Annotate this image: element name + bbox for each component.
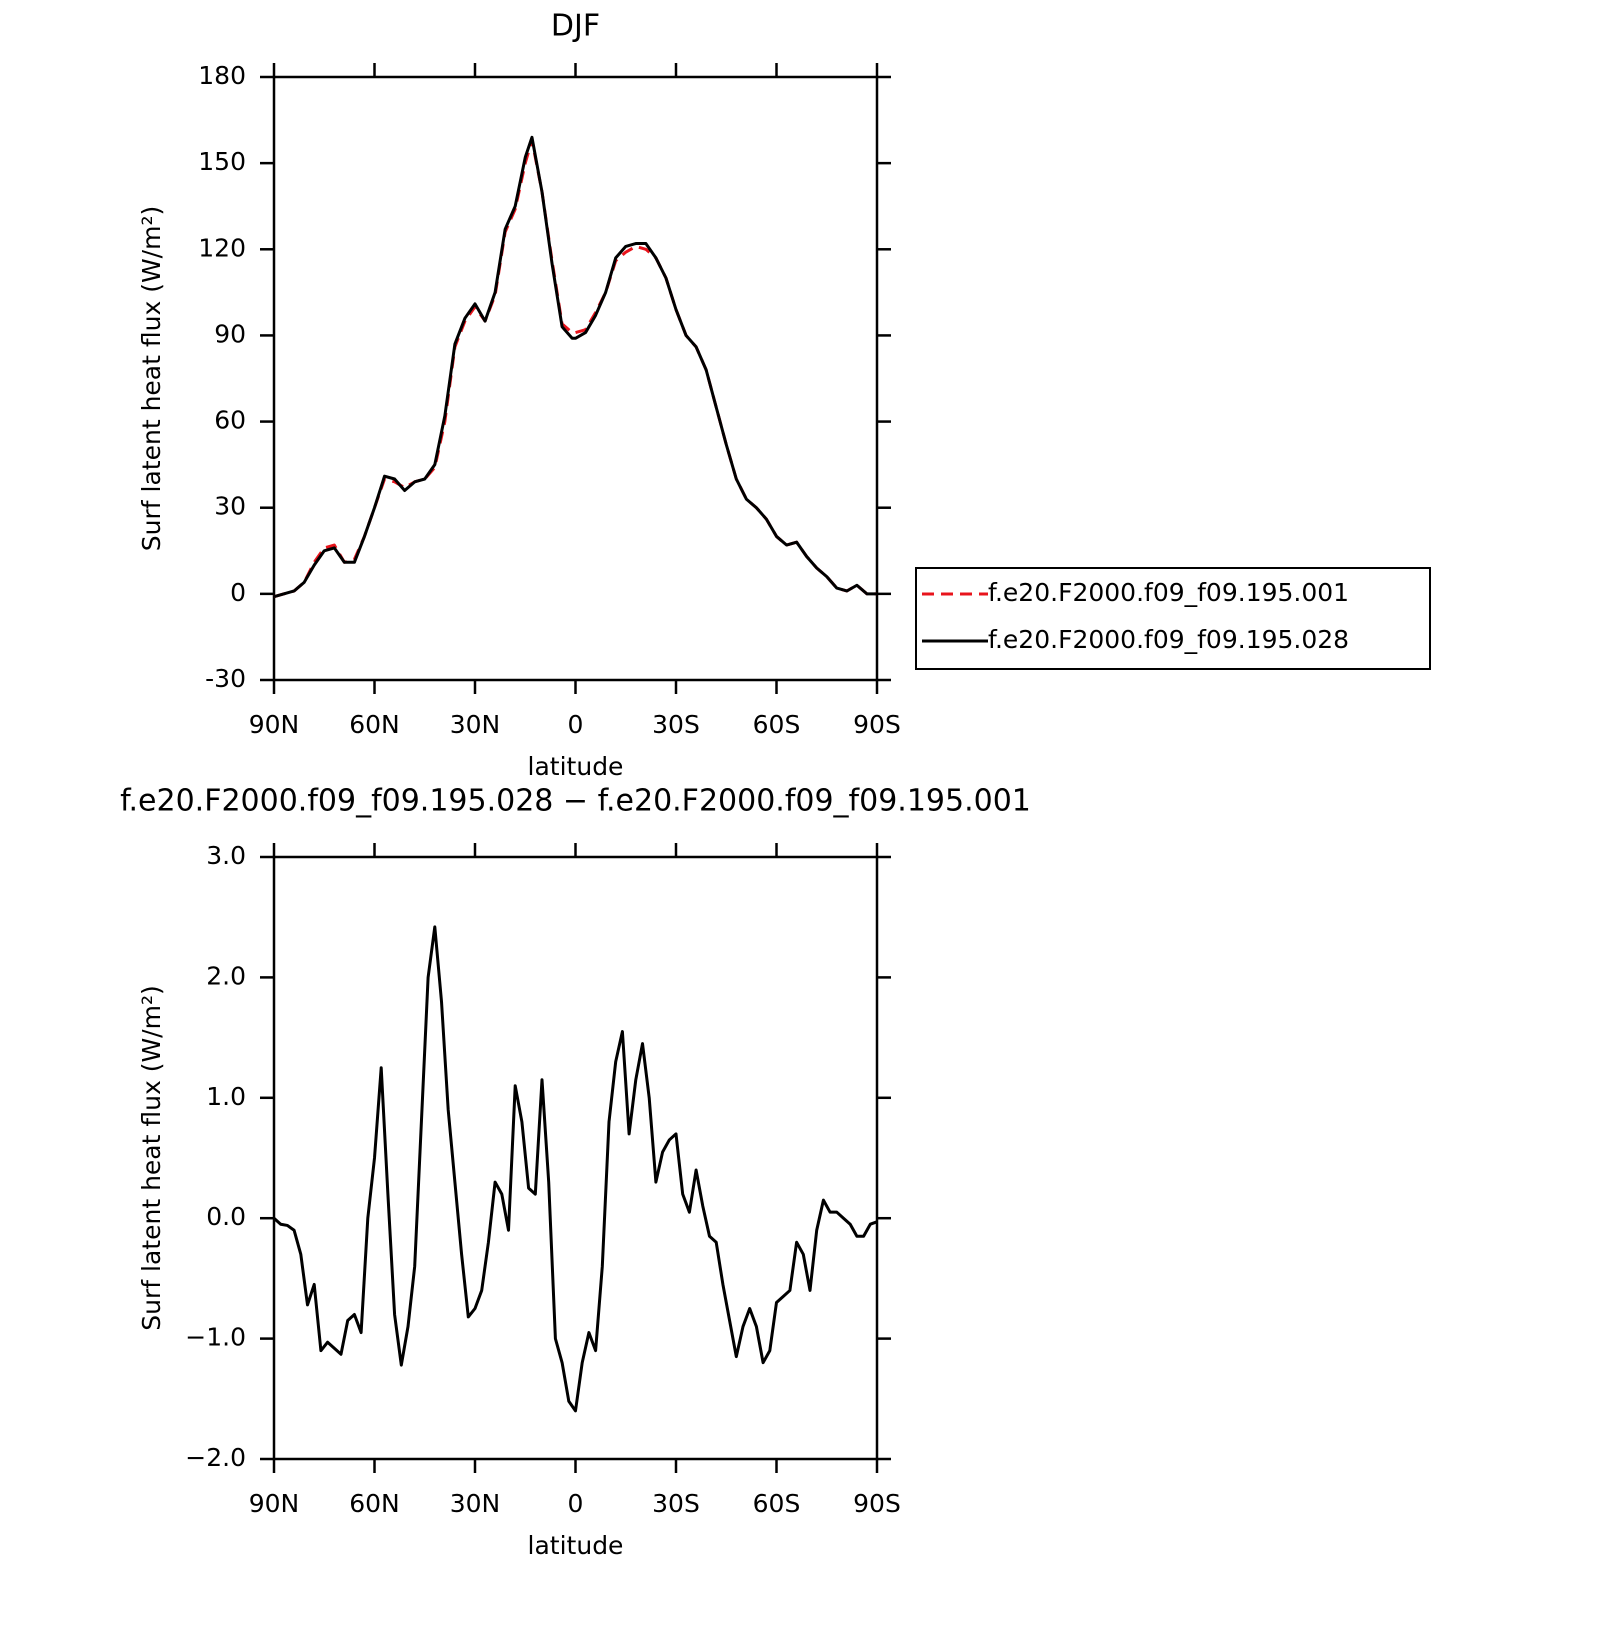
- y-tick-label: 0.0: [206, 1202, 246, 1231]
- y-tick-label: 1.0: [206, 1082, 246, 1111]
- x-tick-label: 60N: [349, 1489, 400, 1518]
- y-tick-label: 150: [198, 147, 246, 176]
- data-line: [272, 925, 878, 1413]
- legend-box: [915, 567, 1431, 670]
- x-tick-label: 90S: [853, 710, 901, 739]
- y-tick-label: 180: [198, 61, 246, 90]
- y-tick-label: -30: [205, 664, 246, 693]
- plot-frame: [272, 75, 879, 682]
- x-tick-label: 90N: [249, 1489, 300, 1518]
- y-tick-label: 120: [198, 233, 246, 262]
- x-axis-label: latitude: [528, 752, 624, 781]
- y-tick-label: 2.0: [206, 961, 246, 990]
- chart-title: f.e20.F2000.f09_f09.195.028 − f.e20.F200…: [120, 784, 1031, 819]
- series-line: [273, 138, 877, 599]
- x-tick-label: 90S: [853, 1489, 901, 1518]
- y-tick-label: 0: [230, 578, 246, 607]
- chart-title: DJF: [551, 9, 600, 44]
- x-tick-label: 30N: [450, 710, 501, 739]
- legend-label: f.e20.F2000.f09_f09.195.028: [988, 625, 1349, 654]
- x-tick-label: 60S: [753, 1489, 801, 1518]
- x-tick-label: 0: [568, 1489, 584, 1518]
- x-tick-label: 60S: [753, 710, 801, 739]
- x-tick-label: 30S: [652, 710, 700, 739]
- x-tick-label: 0: [568, 710, 584, 739]
- x-tick-label: 30S: [652, 1489, 700, 1518]
- x-tick-label: 30N: [450, 1489, 501, 1518]
- x-tick-label: 60N: [349, 710, 400, 739]
- y-tick-label: 30: [214, 492, 246, 521]
- y-tick-label: 3.0: [206, 841, 246, 870]
- y-tick-label: 90: [214, 319, 246, 348]
- x-axis-label: latitude: [528, 1531, 624, 1560]
- y-axis-label: Surf latent heat flux (W/m²): [137, 985, 166, 1330]
- legend-label: f.e20.F2000.f09_f09.195.001: [988, 578, 1349, 607]
- plot-frame: [272, 855, 879, 1461]
- y-tick-label: 60: [214, 406, 246, 435]
- y-axis-label: Surf latent heat flux (W/m²): [137, 206, 166, 551]
- series-line: [273, 135, 877, 599]
- x-tick-label: 90N: [249, 710, 300, 739]
- y-tick-label: −2.0: [185, 1443, 246, 1472]
- y-tick-label: −1.0: [185, 1323, 246, 1352]
